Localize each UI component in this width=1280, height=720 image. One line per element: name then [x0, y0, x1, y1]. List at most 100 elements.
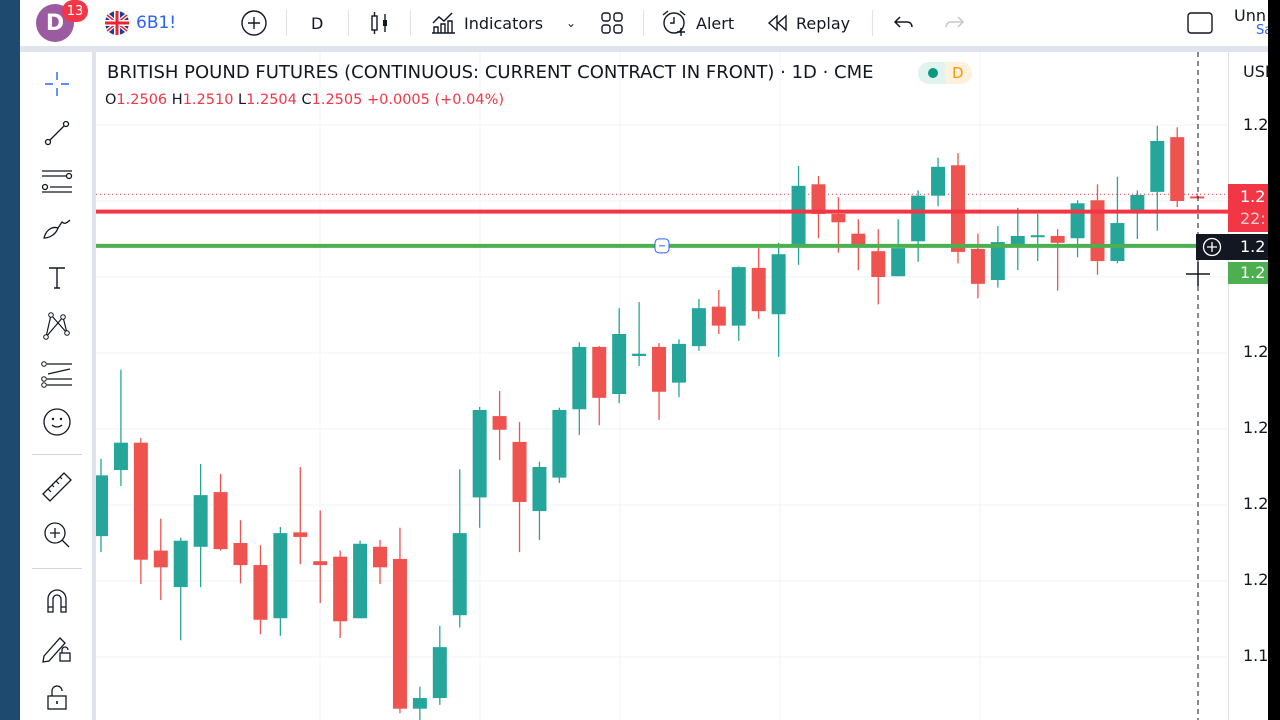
panel-divider	[92, 52, 96, 720]
pattern-icon[interactable]	[40, 308, 74, 342]
price-axis[interactable]: USD 1.2 1.2 1.2 1.2 1.2 1.1	[1228, 52, 1268, 720]
high-label: H	[171, 92, 183, 108]
undo-button[interactable]	[892, 0, 916, 46]
candle-body	[990, 242, 1005, 281]
screen-edge	[1268, 0, 1280, 720]
rewind-icon	[767, 14, 787, 32]
divider	[410, 10, 411, 36]
delayed-data-label: D	[952, 64, 964, 82]
candle-body	[233, 543, 248, 566]
compare-symbol-button[interactable]	[240, 0, 268, 46]
price-label: 1.2	[1243, 494, 1268, 513]
alert-button[interactable]: Alert	[660, 0, 734, 46]
close-value: 1.2505	[311, 92, 363, 108]
crosshair-icon[interactable]	[40, 67, 74, 101]
avatar-letter: D	[45, 10, 65, 36]
square-icon	[1187, 12, 1213, 34]
magnet-icon[interactable]	[40, 583, 74, 617]
chevron-down-icon: ⌄	[566, 16, 577, 30]
layout-name: Unn	[1234, 6, 1266, 25]
alert-label: Alert	[696, 13, 735, 33]
candle-body	[193, 495, 208, 547]
candle-body	[96, 475, 108, 537]
price-label: 1.1	[1243, 646, 1268, 665]
candle-body	[592, 346, 607, 398]
candle-body	[293, 532, 308, 537]
add-plus-button[interactable]	[1196, 234, 1228, 260]
candle-body	[1050, 235, 1065, 243]
candle-body	[731, 267, 746, 326]
candle-body	[313, 561, 328, 566]
undo-icon	[893, 16, 913, 28]
candle-body	[1170, 137, 1185, 201]
symbol-title: BRITISH POUND FUTURES (CONTINUOUS: CURRE…	[107, 62, 874, 83]
candle-body	[552, 410, 567, 478]
candle-body	[253, 565, 268, 620]
price-label: 1.2	[1243, 115, 1268, 134]
candle-body	[452, 533, 467, 616]
toolbar-divider	[20, 46, 1268, 52]
candle-body	[273, 533, 288, 619]
lock-icon[interactable]	[40, 680, 74, 714]
candle-body	[392, 558, 407, 709]
market-open-dot-icon	[928, 68, 938, 78]
redo-icon	[945, 16, 965, 28]
brush-icon[interactable]	[40, 212, 74, 246]
emoji-icon[interactable]	[40, 405, 74, 439]
low-label: L	[238, 92, 247, 108]
forecast-icon[interactable]	[40, 357, 74, 391]
change-value: +0.0005 (+0.04%)	[366, 92, 505, 108]
candle-body	[970, 248, 985, 284]
interval-button[interactable]: D	[311, 0, 323, 46]
candle-body	[173, 540, 188, 588]
cursor-crosshair-icon	[1186, 262, 1210, 286]
candlestick-chart[interactable]	[96, 52, 1228, 720]
chart-type-button[interactable]	[368, 0, 392, 46]
divider	[643, 10, 644, 36]
fullscreen-button[interactable]	[1186, 0, 1214, 46]
candle-body	[652, 346, 667, 392]
divider	[32, 454, 82, 455]
replay-label: Replay	[796, 13, 851, 33]
indicators-button[interactable]: Indicators	[430, 0, 543, 46]
redo-button[interactable]	[942, 0, 966, 46]
candle-body	[891, 248, 906, 277]
top-toolbar	[20, 0, 1268, 46]
symbol-search-button[interactable]: 6B1!	[104, 0, 176, 46]
currency-label: USD	[1243, 62, 1268, 81]
candle-body	[691, 308, 706, 347]
horizontal-lines-icon[interactable]	[40, 163, 74, 197]
crosshair-price-badge: 1.2	[1228, 234, 1268, 260]
layout-button[interactable]	[600, 0, 624, 46]
candle-body	[472, 410, 487, 498]
ruler-icon[interactable]	[40, 470, 74, 504]
candle-body	[1130, 194, 1145, 214]
market-status-pill[interactable]: D	[918, 62, 972, 84]
indicators-dropdown[interactable]: ⌄	[566, 0, 576, 46]
ohlc-values: O1.2506 H1.2510 L1.2504 C1.2505 +0.0005 …	[105, 92, 504, 108]
drawing-toolbar	[22, 52, 92, 720]
low-value: 1.2504	[246, 92, 297, 108]
text-icon[interactable]	[40, 260, 74, 294]
uk-flag-icon	[105, 11, 129, 35]
layout-name-button[interactable]: Unn Sa	[1234, 0, 1272, 46]
candle-body	[811, 184, 826, 214]
trend-line-icon[interactable]	[40, 116, 74, 150]
divider	[872, 10, 873, 36]
close-label: C	[301, 92, 312, 108]
price-label: 1.2	[1243, 342, 1268, 361]
candle-body	[950, 165, 965, 252]
interval-label: D	[311, 13, 324, 33]
candle-body	[1070, 203, 1085, 239]
plus-circle-icon	[241, 10, 267, 36]
lock-drawings-icon[interactable]	[40, 631, 74, 665]
candle-body	[353, 543, 368, 619]
candle-body	[831, 213, 846, 223]
desktop-background	[0, 0, 20, 720]
zoom-in-icon[interactable]	[40, 518, 74, 552]
candle-body	[1090, 200, 1105, 262]
replay-button[interactable]: Replay	[766, 0, 850, 46]
divider	[32, 568, 82, 569]
chart-pane[interactable]	[96, 52, 1228, 720]
notification-badge: 13	[62, 0, 88, 22]
